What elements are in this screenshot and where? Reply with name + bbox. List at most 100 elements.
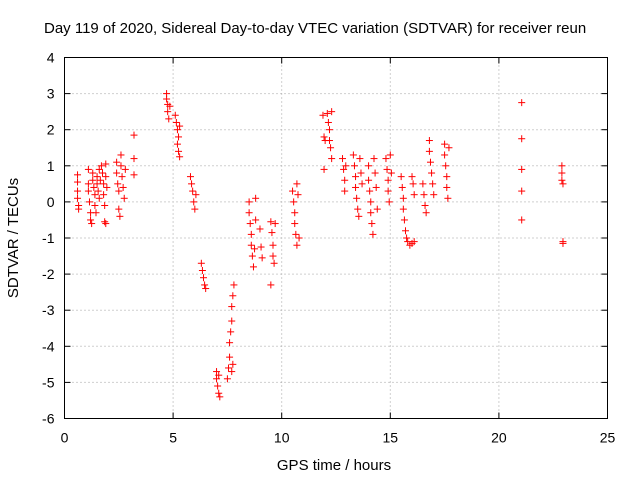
data-point [367,198,375,206]
data-point [340,165,348,173]
data-point [269,241,277,249]
data-point [518,99,526,107]
data-point [518,135,526,143]
data-point [117,151,125,159]
data-point [87,216,95,224]
data-point [365,176,373,184]
data-point [290,198,298,206]
x-axis-label: GPS time / hours [277,457,391,474]
data-point [215,389,223,397]
data-point [271,220,279,228]
data-point [248,252,256,260]
axis-ticks: -6 -5 -4 -3 -2 -1 0 1 2 3 4 0 5 10 15 20 25 [42,50,615,446]
x-tick-label: 25 [600,430,616,446]
data-point [323,109,331,117]
data-point [293,241,301,249]
data-point [91,202,99,210]
data-point [130,131,138,139]
data-point [164,108,172,116]
data-point [367,209,375,217]
data-point [356,155,364,163]
data-point [408,173,416,181]
data-point [189,187,197,195]
data-point [186,173,194,181]
data-point [176,153,184,161]
data-point [84,180,92,188]
data-point [403,234,411,242]
data-point [352,183,360,191]
data-point [84,165,92,173]
y-tick-label: 2 [47,122,55,138]
data-point [370,155,378,163]
data-point [75,205,83,213]
data-point [365,162,373,170]
data-point [325,137,333,145]
data-point [324,118,332,126]
data-point [130,155,138,163]
data-point [369,230,377,238]
data-point [328,108,336,116]
data-point [341,187,349,195]
data-point [173,126,181,134]
data-point [289,187,297,195]
data-point [387,169,395,177]
data-point [258,254,266,262]
x-tick-label: 10 [274,430,290,446]
data-point [256,225,264,233]
data-point [93,173,101,181]
data-point [257,243,265,251]
data-point [421,202,429,210]
data-point [410,238,418,246]
data-point [425,147,433,155]
data-point [444,194,452,202]
data-point [445,144,453,152]
data-point [425,137,433,145]
data-point [88,220,96,228]
data-point [399,194,407,202]
data-point [100,180,108,188]
data-point [399,205,407,213]
data-point [228,303,236,311]
data-point [267,218,275,226]
data-point [252,194,260,202]
data-point [74,178,82,186]
data-point [269,252,277,260]
data-point [114,180,122,188]
data-point [320,133,328,141]
data-point [175,147,183,155]
data-point [291,209,299,217]
data-point [268,229,276,237]
data-point [95,165,103,173]
data-point [92,209,100,217]
data-point [385,198,393,206]
data-point [267,281,275,289]
data-point [165,115,173,123]
data-point [213,368,221,376]
data-point [89,169,97,177]
data-point [383,165,391,173]
data-point [213,375,221,383]
data-point [173,140,181,148]
data-point [99,169,107,177]
data-point [101,218,109,226]
data-point [291,220,299,228]
data-point [373,205,381,213]
y-tick-label: -6 [42,411,55,427]
data-point [188,180,196,188]
data-point [94,187,102,195]
data-point [113,158,121,166]
data-point [90,183,98,191]
data-point [397,173,405,181]
y-tick-label: -5 [42,374,55,390]
data-point [96,176,104,184]
data-point [121,165,129,173]
data-point [247,241,255,249]
data-point [368,220,376,228]
data-point [430,191,438,199]
x-tick-label: 20 [491,430,507,446]
y-tick-label: 1 [47,158,55,174]
data-point [441,140,449,148]
data-point [342,162,350,170]
data-point [223,375,231,383]
data-point [357,169,365,177]
